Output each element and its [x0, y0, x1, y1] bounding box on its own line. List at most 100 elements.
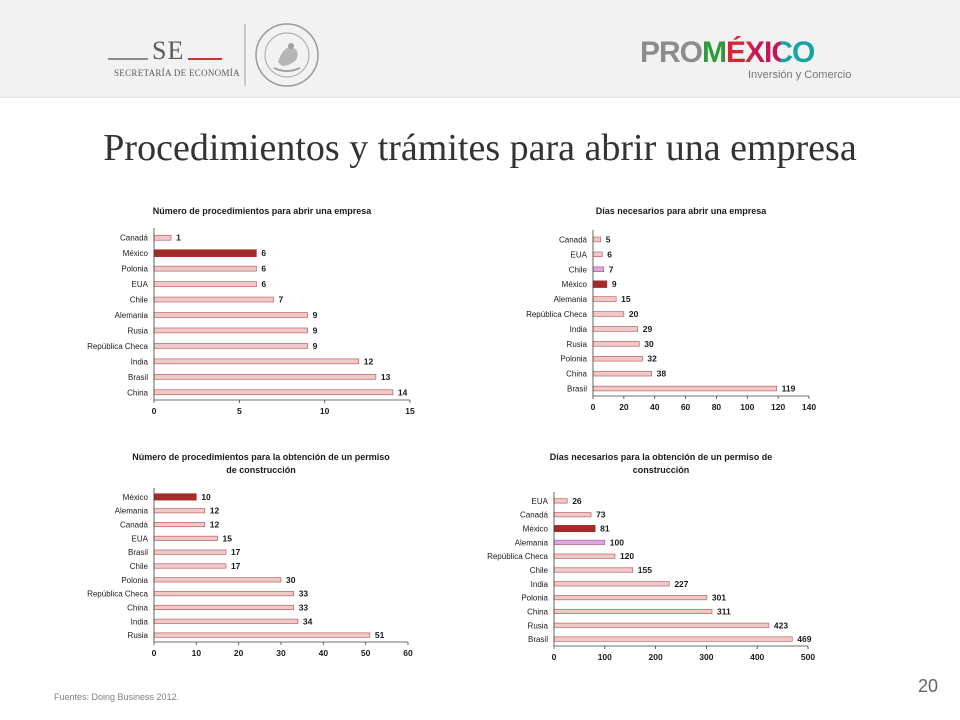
promexico-pro-text: PRO — [640, 36, 703, 69]
bar-brasil — [592, 385, 777, 392]
data-label: 30 — [644, 339, 654, 349]
chart-title: Días necesarios para abrir una empresa — [596, 206, 768, 216]
category-label: República Checa — [526, 310, 587, 319]
category-label: Brasil — [128, 548, 148, 557]
bar-china — [153, 389, 394, 396]
data-label: 227 — [674, 579, 688, 589]
data-label: 38 — [657, 369, 667, 379]
data-label: 73 — [596, 510, 606, 520]
bar-brasil — [153, 549, 227, 555]
category-label: Brasil — [567, 385, 587, 394]
category-label: Rusia — [528, 621, 549, 630]
bar-india — [153, 358, 360, 365]
bar-chile — [153, 296, 274, 303]
x-tick-label: 60 — [403, 648, 413, 658]
data-label: 119 — [782, 384, 796, 394]
data-label: 17 — [231, 561, 241, 571]
chart-title: Número de procedimientos para la obtenci… — [132, 452, 390, 462]
data-label: 29 — [643, 324, 653, 334]
category-label: Polonia — [521, 594, 548, 603]
data-label: 30 — [286, 575, 296, 585]
bar-canada — [553, 512, 592, 518]
category-label: Alemania — [115, 507, 149, 516]
bar-alemania — [153, 312, 308, 318]
bar-alemania — [592, 296, 617, 302]
data-label: 15 — [621, 294, 631, 304]
data-label: 33 — [299, 602, 309, 612]
page-number: 20 — [918, 676, 939, 696]
category-label: México — [562, 280, 588, 289]
category-label: México — [123, 493, 149, 502]
category-label: Alemania — [554, 295, 588, 304]
bar-canada — [592, 236, 602, 243]
category-label: Canadá — [520, 511, 549, 520]
data-label: 6 — [261, 264, 266, 274]
chart-title: Número de procedimientos para abrir una … — [153, 206, 373, 216]
category-label: India — [131, 617, 149, 626]
category-label: EUA — [571, 250, 588, 259]
footer-source: Fuentes: Doing Business 2012. — [54, 692, 180, 702]
category-label: Chile — [530, 566, 549, 575]
x-tick-label: 80 — [712, 402, 722, 412]
data-label: 17 — [231, 547, 241, 557]
bar-polonia — [553, 595, 708, 601]
bar-rusia — [553, 622, 770, 628]
bar-india — [153, 618, 299, 624]
category-label: Rusia — [567, 340, 588, 349]
bar-china — [153, 604, 294, 610]
bar-eua — [153, 281, 257, 287]
category-label: Brasil — [528, 635, 548, 644]
x-tick-label: 200 — [649, 652, 663, 662]
category-label: Chile — [569, 265, 588, 274]
page-title: Procedimientos y trámites para abrir una… — [103, 127, 857, 169]
x-tick-label: 100 — [598, 652, 612, 662]
data-label: 9 — [313, 341, 318, 351]
data-label: 13 — [381, 372, 391, 382]
x-tick-label: 0 — [152, 648, 157, 658]
data-label: 100 — [610, 537, 624, 547]
category-label: República Checa — [487, 552, 548, 561]
data-label: 12 — [364, 356, 374, 366]
chart-title: Días necesarios para la obtención de un … — [550, 452, 773, 462]
chart-title: de construcción — [226, 465, 296, 475]
category-label: EUA — [532, 497, 549, 506]
data-label: 7 — [609, 264, 614, 274]
category-label: Canadá — [120, 521, 149, 530]
data-label: 34 — [303, 616, 313, 626]
category-label: India — [531, 580, 549, 589]
bar-china — [592, 370, 652, 377]
data-label: 301 — [712, 593, 726, 603]
chart-dias-construccion: Días necesarios para la obtención de un … — [487, 452, 815, 662]
x-tick-label: 120 — [771, 402, 785, 412]
bar-mexico — [553, 525, 596, 533]
promexico-mexico-text: MÉXICO — [702, 36, 815, 69]
promexico-logo: PROMÉXICO Inversión y Comercio — [640, 36, 860, 86]
mexican-coat-of-arms-seal-icon — [255, 23, 319, 87]
data-label: 469 — [797, 634, 811, 644]
category-label: México — [123, 249, 149, 258]
chart-dias-empresa: Días necesarios para abrir una empresa Ca… — [526, 206, 816, 412]
bar-alemania — [553, 539, 606, 545]
bar-india — [553, 581, 670, 587]
chart-procedimientos-empresa: Número de procedimientos para abrir una … — [87, 206, 415, 416]
category-label: Alemania — [115, 311, 149, 320]
bar-rusia — [153, 632, 371, 638]
x-tick-label: 140 — [802, 402, 816, 412]
bar-chile — [592, 266, 605, 272]
promexico-tagline: Inversión y Comercio — [748, 69, 852, 81]
category-label: China — [566, 370, 587, 379]
bar-polonia — [592, 356, 643, 362]
bar-chile — [153, 563, 227, 569]
bar-republica-checa — [153, 343, 308, 349]
data-label: 10 — [201, 492, 211, 502]
bar-brasil — [553, 636, 793, 642]
chart-title: construcción — [633, 465, 690, 475]
category-label: Brasil — [128, 373, 148, 382]
se-logo: SE SECRETARÍA DE ECONOMÍA — [108, 36, 240, 86]
category-label: EUA — [132, 280, 149, 289]
x-tick-label: 10 — [320, 406, 330, 416]
category-label: India — [570, 325, 588, 334]
x-tick-label: 5 — [237, 406, 242, 416]
data-label: 6 — [607, 249, 612, 259]
se-logo-line-right — [188, 58, 222, 60]
